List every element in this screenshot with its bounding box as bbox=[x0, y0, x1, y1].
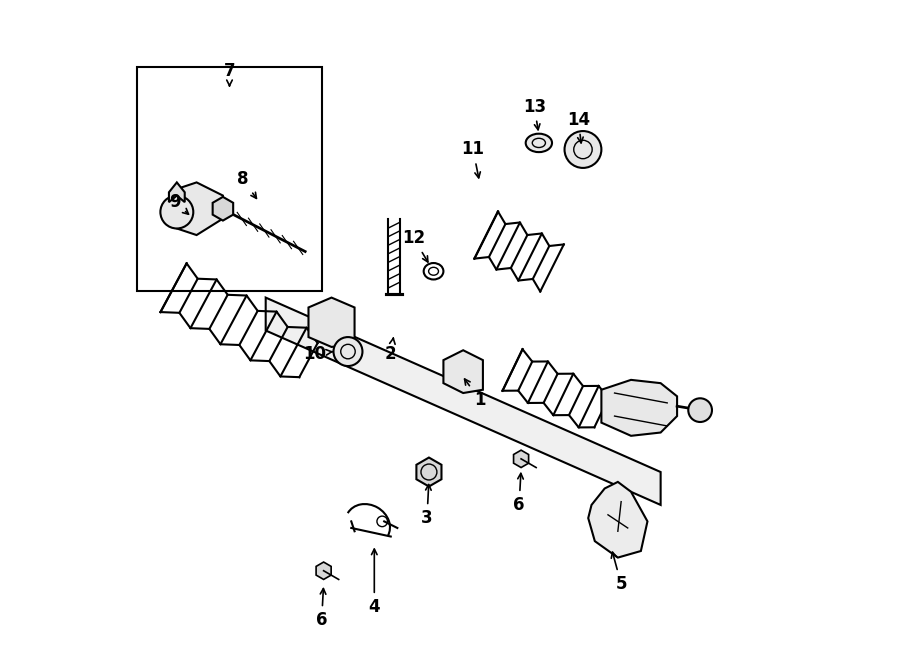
Circle shape bbox=[688, 399, 712, 422]
Polygon shape bbox=[212, 197, 233, 221]
Text: 4: 4 bbox=[368, 549, 380, 616]
Text: 7: 7 bbox=[224, 61, 235, 86]
Circle shape bbox=[334, 337, 363, 366]
Text: 10: 10 bbox=[303, 344, 332, 362]
Text: 12: 12 bbox=[402, 229, 428, 262]
Ellipse shape bbox=[526, 134, 552, 152]
Text: 6: 6 bbox=[316, 588, 328, 629]
Polygon shape bbox=[266, 297, 661, 505]
Polygon shape bbox=[417, 457, 442, 486]
Polygon shape bbox=[169, 182, 184, 202]
Text: 6: 6 bbox=[513, 473, 525, 514]
Circle shape bbox=[564, 131, 601, 168]
Polygon shape bbox=[601, 380, 677, 436]
Polygon shape bbox=[309, 297, 355, 347]
Text: 5: 5 bbox=[611, 552, 627, 593]
Text: 2: 2 bbox=[385, 338, 397, 362]
Polygon shape bbox=[176, 182, 223, 235]
Polygon shape bbox=[316, 562, 331, 580]
Polygon shape bbox=[589, 482, 647, 558]
Text: 14: 14 bbox=[567, 111, 590, 143]
Text: 8: 8 bbox=[237, 170, 256, 198]
Polygon shape bbox=[444, 350, 483, 393]
Text: 1: 1 bbox=[464, 379, 485, 408]
Circle shape bbox=[160, 196, 194, 229]
Polygon shape bbox=[514, 450, 528, 467]
FancyBboxPatch shape bbox=[138, 67, 321, 291]
Text: 9: 9 bbox=[169, 193, 188, 214]
Text: 3: 3 bbox=[421, 485, 433, 527]
Text: 13: 13 bbox=[523, 98, 545, 130]
Text: 11: 11 bbox=[462, 141, 484, 178]
